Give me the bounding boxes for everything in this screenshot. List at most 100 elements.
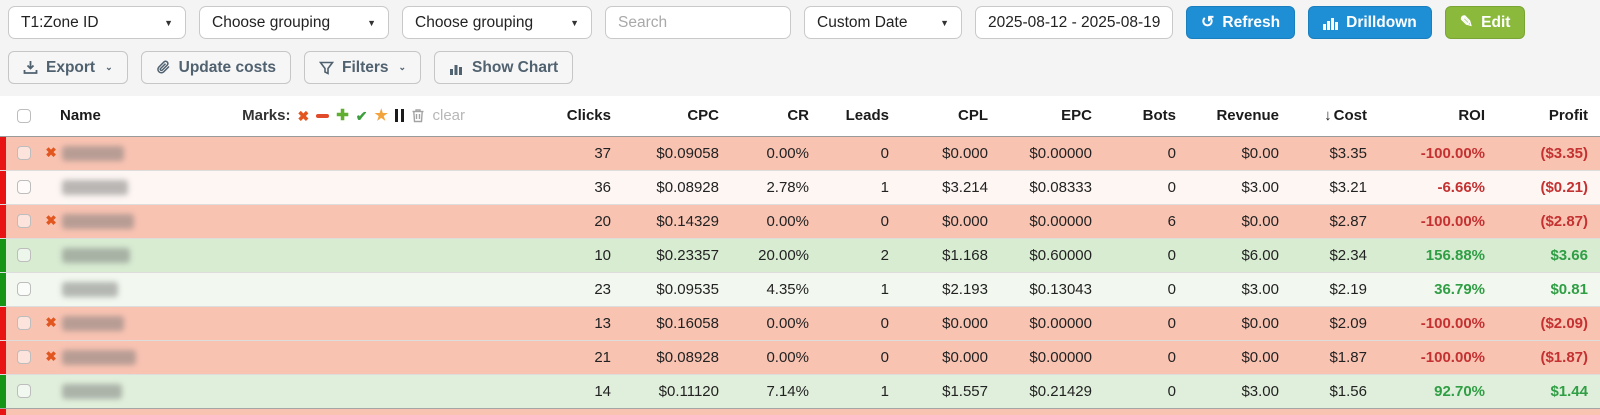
grouping-select-2[interactable]: Choose grouping ▼ bbox=[199, 6, 389, 39]
bar-chart-icon bbox=[1323, 16, 1339, 30]
column-header-epc[interactable]: EPC bbox=[1000, 96, 1104, 136]
row-name-redacted[interactable] bbox=[62, 349, 136, 365]
cell-roi: -100.00% bbox=[1379, 203, 1497, 238]
row-x-mark-icon: ✖ bbox=[45, 145, 57, 160]
column-header-leads[interactable]: Leads bbox=[821, 96, 901, 136]
row-name-redacted[interactable] bbox=[62, 145, 124, 161]
table-row[interactable]: ✖ 20 $0.14329 0.00% 0 $0.000 $0.00000 6 … bbox=[0, 203, 1600, 238]
cell-roi: -6.66% bbox=[1379, 169, 1497, 204]
cell-epc: $0.21429 bbox=[1000, 373, 1104, 408]
cell-profit: ($0.21) bbox=[1497, 169, 1600, 204]
report-table-container: Name Marks: ✖ ✚ ✔ ★ bbox=[0, 96, 1600, 415]
marks-clear-button[interactable]: clear bbox=[432, 107, 465, 125]
mark-pause-icon[interactable] bbox=[394, 109, 405, 123]
column-header-name[interactable]: Name bbox=[60, 107, 101, 125]
table-row[interactable]: ✖ 10 $0.23357 20.00% 2 $1.168 $0.60000 0… bbox=[0, 237, 1600, 272]
row-name-redacted[interactable] bbox=[62, 315, 124, 331]
row-name-redacted[interactable] bbox=[62, 247, 130, 263]
date-range-input[interactable] bbox=[975, 6, 1173, 39]
cell-cr: 2.78% bbox=[731, 169, 821, 204]
row-status-strip bbox=[0, 239, 6, 272]
column-header-roi[interactable]: ROI bbox=[1379, 96, 1497, 136]
column-header-cpl[interactable]: CPL bbox=[901, 96, 1000, 136]
cell-revenue: $3.00 bbox=[1188, 373, 1291, 408]
mark-star-icon[interactable]: ★ bbox=[374, 107, 388, 125]
marks-label: Marks: bbox=[242, 107, 291, 125]
row-name-redacted[interactable] bbox=[62, 213, 134, 229]
column-header-bots[interactable]: Bots bbox=[1104, 96, 1188, 136]
cell-cpl: $2.193 bbox=[901, 271, 1000, 306]
cell-cost: $1.87 bbox=[1291, 339, 1379, 374]
cell-cost: $2.87 bbox=[1291, 203, 1379, 238]
row-checkbox[interactable] bbox=[17, 350, 31, 364]
trash-icon[interactable] bbox=[411, 108, 425, 123]
cell-cr: 7.14% bbox=[731, 373, 821, 408]
grouping-select-3[interactable]: Choose grouping ▼ bbox=[402, 6, 592, 39]
table-row[interactable]: ✖ 14 $0.11120 7.14% 1 $1.557 $0.21429 0 … bbox=[0, 373, 1600, 408]
cell-profit: ($2.09) bbox=[1497, 305, 1600, 340]
mark-minus-icon[interactable] bbox=[316, 113, 330, 118]
marks-legend: Marks: ✖ ✚ ✔ ★ clear bbox=[242, 107, 465, 124]
paperclip-icon bbox=[156, 60, 171, 75]
cell-cpc: $0.16058 bbox=[623, 305, 731, 340]
cell-cpc: $0.08928 bbox=[623, 339, 731, 374]
mark-check-icon[interactable]: ✔ bbox=[355, 107, 368, 124]
caret-down-icon: ▼ bbox=[164, 17, 173, 28]
table-row[interactable]: ✖ 37 $0.09058 0.00% 0 $0.000 $0.00000 0 … bbox=[0, 136, 1600, 170]
cell-clicks: 13 bbox=[465, 305, 623, 340]
cell-bots: 0 bbox=[1104, 169, 1188, 204]
row-name-redacted[interactable] bbox=[62, 281, 118, 297]
export-button[interactable]: Export ⌄ bbox=[8, 51, 128, 84]
table-row[interactable]: ✖ 36 $0.08928 2.78% 1 $3.214 $0.08333 0 … bbox=[0, 169, 1600, 204]
date-preset-select[interactable]: Custom Date ▼ bbox=[804, 6, 962, 39]
cell-leads: 0 bbox=[821, 203, 901, 238]
refresh-button[interactable]: ↺ Refresh bbox=[1186, 6, 1296, 39]
select-all-checkbox[interactable] bbox=[17, 108, 31, 123]
cell-clicks: 10 bbox=[465, 237, 623, 272]
column-header-cpc[interactable]: CPC bbox=[623, 96, 731, 136]
row-checkbox[interactable] bbox=[17, 214, 31, 228]
cell-cpl: $0.000 bbox=[901, 305, 1000, 340]
row-checkbox[interactable] bbox=[17, 180, 31, 194]
table-row[interactable]: ✖ 13 $0.16058 0.00% 0 $0.000 $0.00000 0 … bbox=[0, 305, 1600, 340]
cell-leads: 0 bbox=[880, 144, 889, 162]
cell-profit: ($1.87) bbox=[1497, 339, 1600, 374]
mark-plus-icon[interactable]: ✚ bbox=[336, 107, 349, 125]
column-header-cr[interactable]: CR bbox=[731, 96, 821, 136]
cell-roi: -100.00% bbox=[1420, 144, 1485, 162]
edit-button[interactable]: ✎ Edit bbox=[1444, 6, 1526, 39]
cell-cost: $3.21 bbox=[1291, 169, 1379, 204]
cell-roi: 92.70% bbox=[1379, 373, 1497, 408]
cell-epc: $0.60000 bbox=[1000, 237, 1104, 272]
row-checkbox[interactable] bbox=[17, 316, 31, 330]
row-checkbox[interactable] bbox=[17, 248, 31, 262]
row-checkbox[interactable] bbox=[17, 384, 31, 399]
table-header-row: Name Marks: ✖ ✚ ✔ ★ bbox=[0, 96, 1600, 136]
grouping-select-1[interactable]: T1:Zone ID ▼ bbox=[8, 6, 186, 39]
row-checkbox[interactable] bbox=[17, 146, 31, 160]
cell-bots: 6 bbox=[1104, 203, 1188, 238]
mark-x-icon[interactable]: ✖ bbox=[297, 107, 310, 124]
filters-button[interactable]: Filters ⌄ bbox=[303, 51, 422, 84]
cell-cpc: $0.14329 bbox=[623, 203, 731, 238]
cell-leads: 0 bbox=[821, 339, 901, 374]
cell-bots: 0 bbox=[1104, 339, 1188, 374]
table-row[interactable]: ✖ 23 $0.09535 4.35% 1 $2.193 $0.13043 0 … bbox=[0, 271, 1600, 306]
show-chart-button[interactable]: Show Chart bbox=[434, 51, 574, 84]
update-costs-button-label: Update costs bbox=[178, 58, 276, 76]
row-name-redacted[interactable] bbox=[62, 179, 128, 195]
update-costs-button[interactable]: Update costs bbox=[140, 51, 291, 84]
row-name-redacted[interactable] bbox=[62, 383, 122, 399]
filters-button-label: Filters bbox=[341, 58, 389, 76]
search-input[interactable] bbox=[605, 6, 791, 39]
column-header-profit[interactable]: Profit bbox=[1497, 96, 1600, 136]
cell-cpl: $1.168 bbox=[901, 237, 1000, 272]
cell-cpc: $0.09058 bbox=[656, 144, 719, 162]
column-header-clicks[interactable]: Clicks bbox=[465, 96, 623, 136]
table-row[interactable]: ✖ 21 $0.08928 0.00% 0 $0.000 $0.00000 0 … bbox=[0, 339, 1600, 374]
column-header-cost[interactable]: ↓ Cost bbox=[1291, 96, 1379, 136]
row-checkbox[interactable] bbox=[17, 282, 31, 296]
column-header-revenue[interactable]: Revenue bbox=[1188, 96, 1291, 136]
chevron-down-icon: ⌄ bbox=[105, 62, 113, 72]
drilldown-button[interactable]: Drilldown bbox=[1308, 6, 1432, 39]
